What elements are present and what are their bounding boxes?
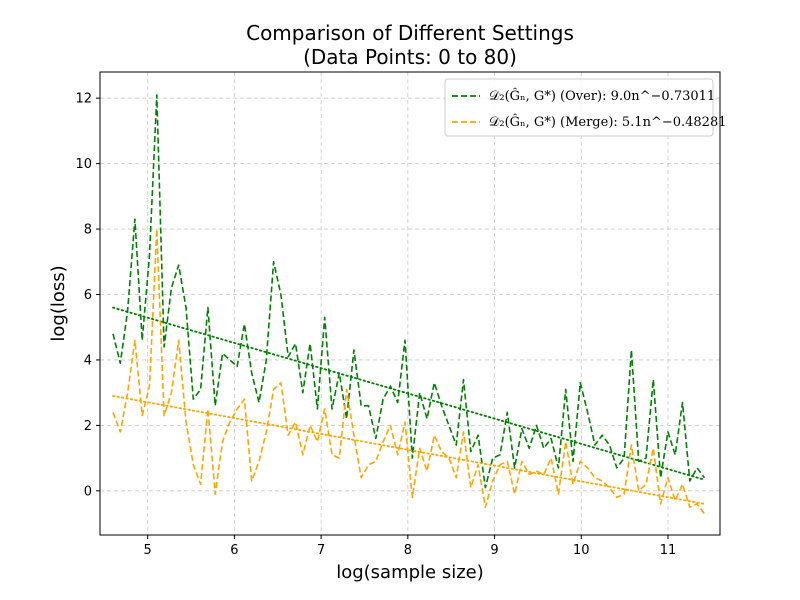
x-tick-label: 10	[573, 543, 590, 558]
grid	[100, 72, 720, 535]
chart-title-line1: Comparison of Different Settings	[246, 21, 574, 45]
plot-frame	[99, 71, 721, 536]
y-tick-label: 2	[84, 419, 92, 434]
series-line-merge	[112, 228, 706, 515]
series-layer	[112, 94, 706, 515]
y-tick-label: 4	[84, 353, 92, 368]
y-tick-label: 10	[75, 157, 92, 172]
legend-label-merge: 𝒟₂(Ĝₙ, G*) (Merge): 5.1n^−0.48281	[489, 113, 727, 130]
legend-box	[444, 78, 714, 137]
x-tick-label: 5	[144, 543, 152, 558]
x-tick-label: 7	[317, 543, 325, 558]
x-tick-label: 8	[404, 543, 412, 558]
x-tick-label: 9	[490, 543, 498, 558]
y-tick-label: 0	[84, 484, 92, 499]
chart-title-line2: (Data Points: 0 to 80)	[303, 45, 517, 69]
series-line-over	[112, 94, 706, 489]
fit-line-over	[112, 306, 706, 481]
x-ticks: 5 6 7 8 9 10 11	[144, 535, 677, 558]
fit-line-merge	[112, 395, 706, 505]
y-tick-label: 8	[84, 223, 92, 238]
legend: 𝒟₂(Ĝₙ, G*) (Over): 9.0n^−0.73011 𝒟₂(Ĝₙ, …	[444, 78, 727, 137]
x-axis-label: log(sample size)	[336, 562, 484, 583]
y-tick-label: 6	[84, 288, 92, 303]
x-tick-label: 11	[660, 543, 677, 558]
x-tick-label: 6	[230, 543, 238, 558]
y-ticks: 0 2 4 6 8 10 12	[75, 92, 100, 499]
legend-label-over: 𝒟₂(Ĝₙ, G*) (Over): 9.0n^−0.73011	[489, 87, 715, 104]
y-tick-label: 12	[75, 92, 92, 107]
y-axis-label: log(loss)	[48, 265, 69, 341]
